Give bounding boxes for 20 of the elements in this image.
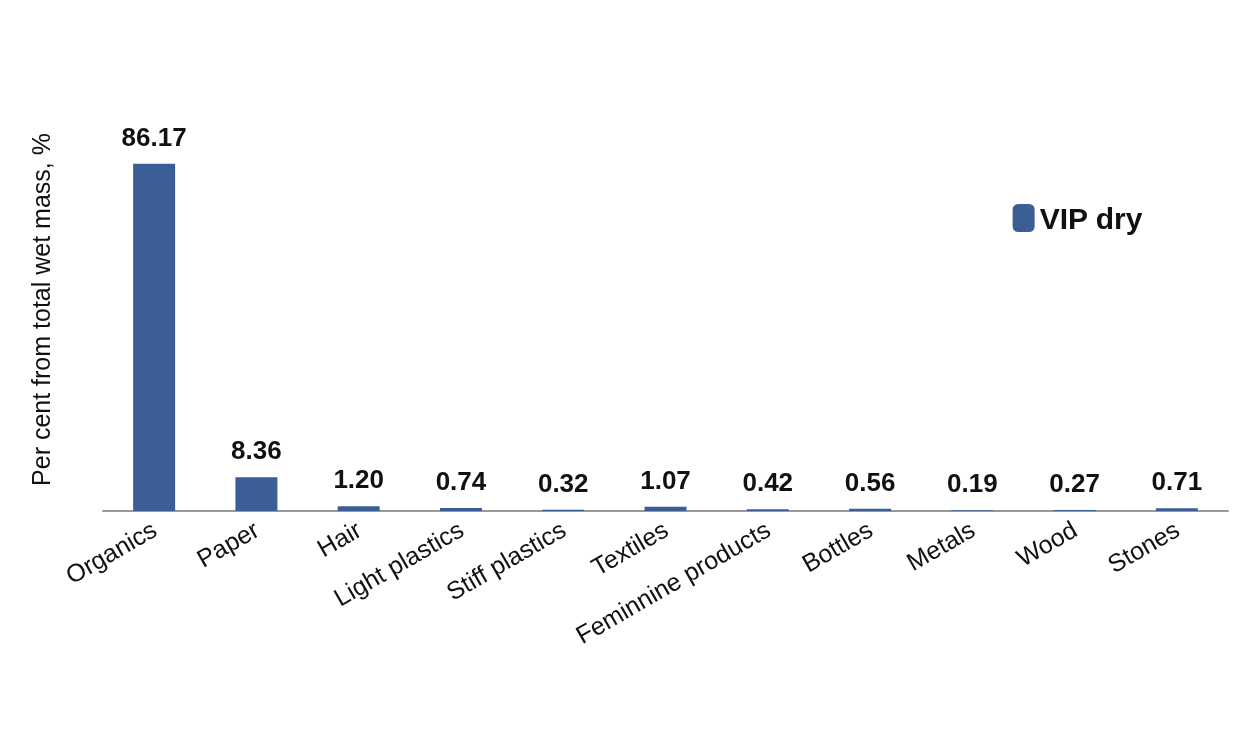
y-axis-title: Per cent from total wet mass, %	[26, 133, 55, 486]
data-label: 1.20	[333, 464, 384, 495]
bar	[1155, 508, 1198, 511]
data-label: 0.32	[537, 467, 589, 498]
data-label: 0.56	[844, 466, 896, 497]
bar	[337, 506, 380, 511]
data-label: 1.07	[640, 464, 691, 495]
bar	[235, 477, 278, 511]
legend-label: VIP dry	[1039, 201, 1143, 235]
bar	[133, 163, 176, 511]
data-label: 8.36	[231, 435, 282, 466]
data-label: 0.71	[1151, 466, 1203, 497]
bar	[439, 508, 482, 511]
data-label: 0.19	[947, 468, 998, 499]
data-label: 0.42	[742, 467, 794, 498]
data-label: 0.74	[435, 466, 487, 497]
data-label: 0.27	[1049, 467, 1100, 498]
bar	[644, 506, 687, 511]
data-label: 86.17	[121, 121, 187, 152]
x-tick-label: Hair	[312, 514, 366, 563]
